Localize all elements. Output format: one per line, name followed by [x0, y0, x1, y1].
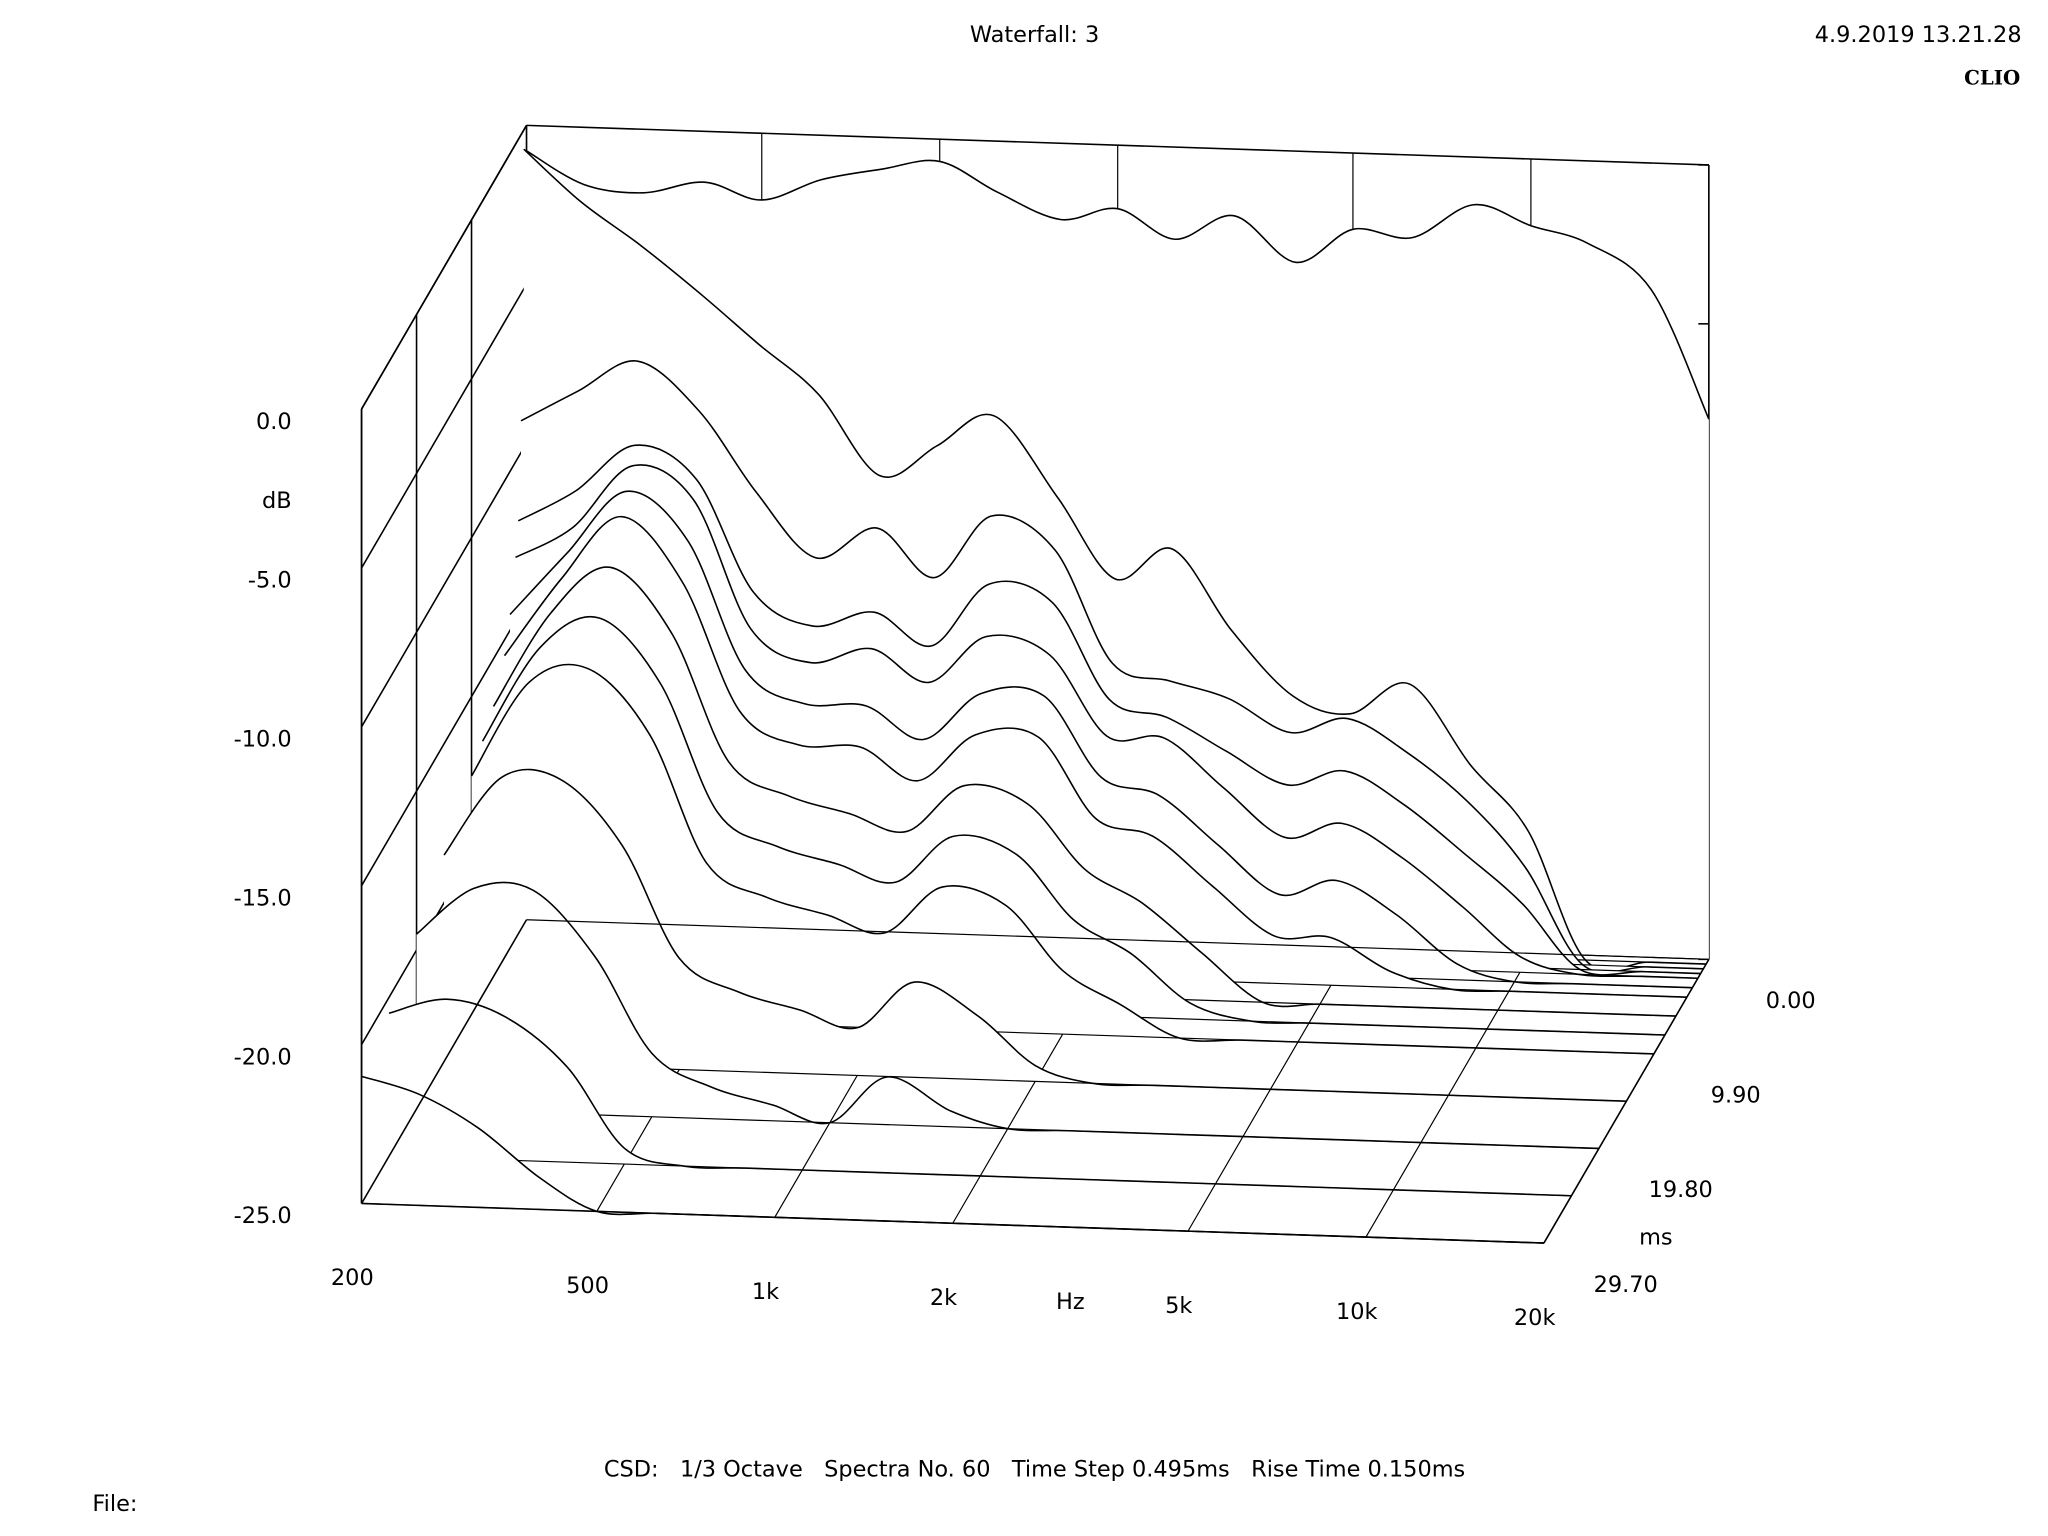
x-axis-label: Hz — [1056, 1289, 1085, 1315]
left-wall-bottom — [360, 919, 528, 1204]
z-tick-label: 9.90 — [1711, 1083, 1761, 1109]
x-tick-label: 10k — [1336, 1299, 1378, 1325]
file-label: File: — [92, 1491, 137, 1517]
y-tick-label: -15.0 — [234, 885, 292, 911]
spectrum-line — [517, 444, 1701, 976]
x-tick-label: 500 — [566, 1273, 609, 1299]
spectrum-line — [526, 150, 1710, 420]
y-tick-label: -25.0 — [234, 1203, 292, 1229]
y-tick-label: -10.0 — [234, 727, 292, 753]
z-axis-label: ms — [1639, 1224, 1673, 1250]
x-tick-label: 200 — [331, 1265, 374, 1291]
spectrum-line — [416, 881, 1599, 1150]
spectrum-line — [523, 148, 1707, 971]
left-wall-grid — [360, 442, 528, 728]
spectrum-line — [515, 464, 1698, 980]
left-wall-grid — [360, 283, 528, 569]
measurement-info: CSD: 1/3 Octave Spectra No. 60 Time Step… — [604, 1457, 1465, 1483]
left-wall-top — [360, 124, 528, 410]
spectrum-line — [503, 515, 1687, 998]
z-tick-label: 0.00 — [1766, 988, 1816, 1014]
x-tick-label: 5k — [1165, 1293, 1192, 1319]
y-tick-label: 0.0 — [256, 409, 292, 435]
y-tick-label: -5.0 — [248, 568, 292, 594]
z-tick-label: 29.70 — [1594, 1272, 1658, 1298]
spectrum-line — [443, 768, 1627, 1102]
left-wall-grid — [360, 601, 528, 887]
z-tick-label: 19.80 — [1649, 1177, 1713, 1203]
timestamp: 4.9.2019 13.21.28 — [1815, 22, 2022, 48]
spectrum-line — [492, 566, 1676, 1017]
spectrum-line — [509, 490, 1693, 989]
brand: CLIO — [1964, 66, 2020, 90]
x-tick-label: 1k — [752, 1279, 779, 1305]
slice-mask — [416, 882, 1599, 1149]
slice-mask — [444, 769, 1627, 1102]
y-axis-label: dB — [262, 488, 292, 514]
x-tick-label: 2k — [930, 1285, 957, 1311]
spectrum-line — [520, 360, 1704, 974]
x-tick-label: 20k — [1514, 1305, 1556, 1331]
front-bottom-axis — [361, 1202, 1544, 1244]
spectrum-line — [481, 615, 1665, 1036]
back-floor-edge — [526, 919, 1709, 960]
spectrum-line — [388, 998, 1572, 1197]
back-wall-top — [526, 124, 1709, 166]
slice-mask — [471, 664, 1654, 1054]
spectrum-line — [470, 663, 1654, 1055]
plot-area: 0.0 -5.0 -10.0 -15.0 -20.0 -25.0 dB 200 500 1k 2k 5… — [234, 124, 1816, 1331]
y-tick-label: -20.0 — [234, 1044, 292, 1070]
chart-title: Waterfall: 3 — [970, 22, 1099, 48]
